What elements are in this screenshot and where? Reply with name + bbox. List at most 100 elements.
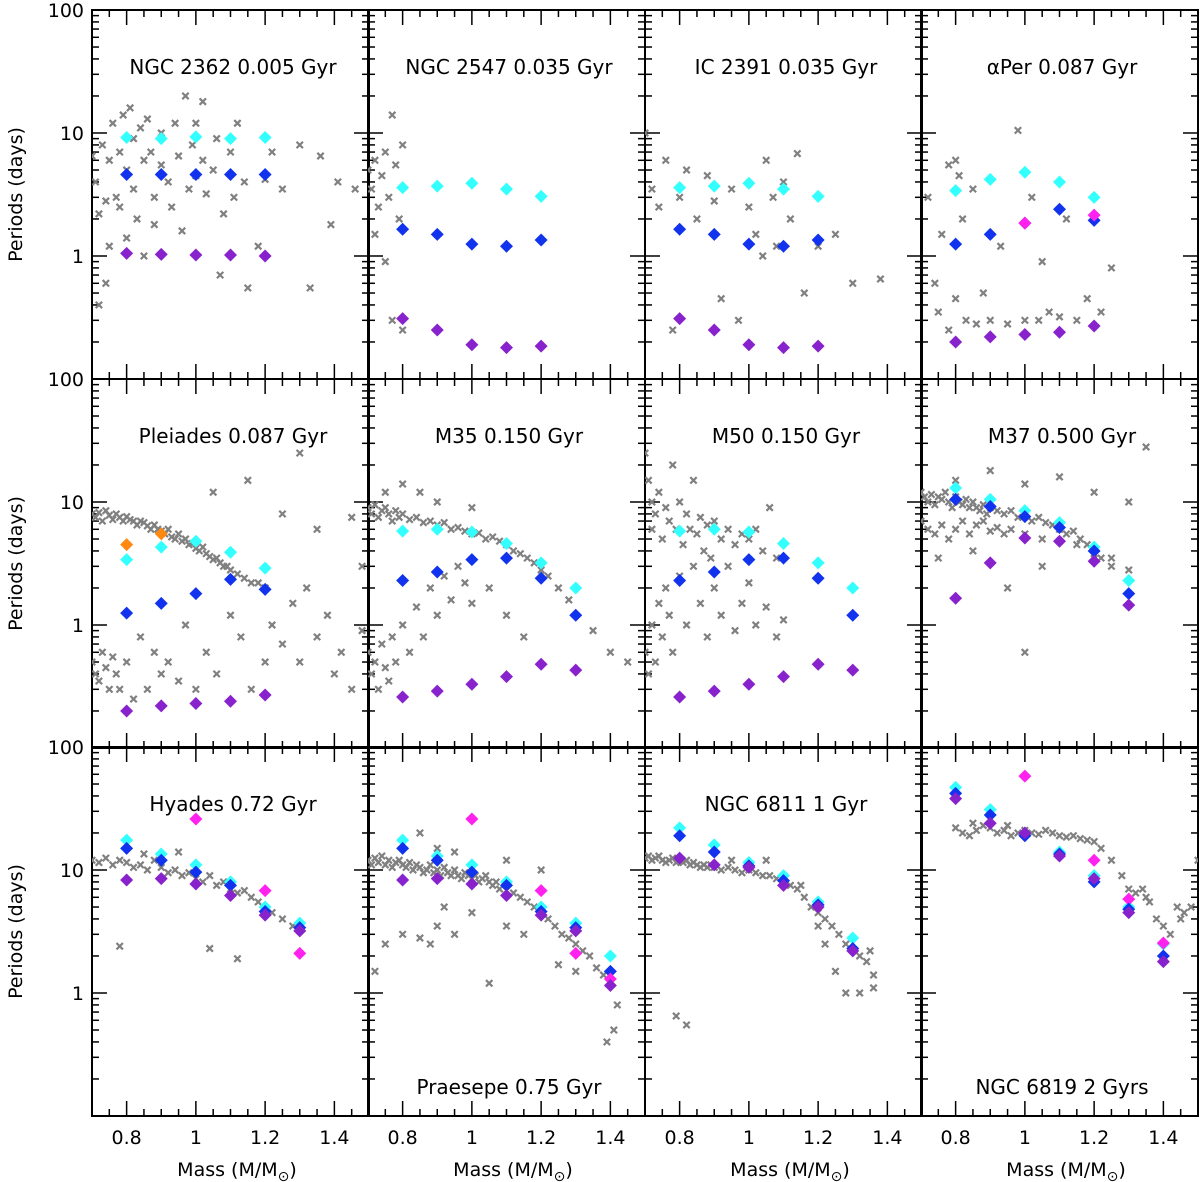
observed-star-point: [537, 566, 546, 574]
model-point-blue: [154, 596, 168, 610]
model-point-cyan: [534, 189, 548, 203]
observed-star-point: [930, 279, 939, 288]
observed-star-point: [1038, 562, 1047, 571]
observed-star-point: [115, 856, 124, 865]
model-point-purple: [465, 338, 479, 352]
panel-1: 1 10 100 Periods (days) NGC 2362 0.005 Gyr: [5, 0, 370, 380]
observed-star-point: [450, 866, 459, 874]
observed-star-point: [368, 669, 376, 678]
observed-star-point: [651, 658, 660, 667]
observed-star-point: [261, 658, 270, 667]
model-point-purple: [154, 699, 168, 713]
observed-star-point: [689, 476, 698, 485]
observed-star-point: [268, 148, 277, 157]
observed-star-point: [92, 152, 96, 160]
observed-star-point: [101, 663, 110, 672]
model-point-purple: [949, 792, 963, 806]
panel-marks: [645, 821, 878, 1029]
observed-star-point: [972, 320, 981, 328]
x-axis-label: Mass (M/M⊙): [177, 1159, 297, 1182]
observed-star-point: [710, 197, 719, 205]
observed-star-point: [519, 632, 528, 641]
observed-star-point: [440, 518, 449, 527]
observed-star-point: [302, 583, 311, 592]
observed-star-point: [523, 554, 532, 563]
model-point-cyan: [673, 181, 687, 195]
observed-star-point: [1041, 518, 1050, 527]
model-point-blue: [500, 239, 513, 253]
observed-star-point: [415, 934, 424, 942]
observed-star-point: [1180, 908, 1189, 917]
observed-star-point: [800, 289, 809, 298]
observed-star-point: [796, 881, 805, 890]
observed-star-point: [419, 518, 428, 527]
observed-star-point: [454, 523, 463, 532]
observed-star-point: [962, 495, 970, 504]
observed-star-point: [554, 960, 563, 969]
observed-star-point: [1187, 903, 1196, 912]
observed-star-point: [758, 871, 767, 880]
observed-star-point: [821, 914, 830, 923]
observed-star-point: [92, 658, 96, 667]
model-point-blue: [224, 878, 237, 892]
observed-star-point: [98, 517, 107, 526]
observed-star-point: [368, 860, 376, 869]
model-point-magenta: [1087, 853, 1101, 867]
model-point-purple: [707, 323, 721, 337]
model-point-magenta: [603, 972, 617, 986]
model-point-purple: [396, 873, 410, 887]
observed-star-point: [433, 866, 442, 874]
observed-star-point: [968, 185, 977, 194]
observed-star-point: [651, 509, 660, 518]
model-point-purple: [1122, 906, 1136, 920]
observed-star-point: [450, 930, 459, 939]
observed-star-point: [645, 449, 649, 458]
model-point-blue: [983, 499, 997, 513]
observed-star-point: [288, 599, 297, 608]
observed-star-point: [668, 648, 677, 657]
observed-star-point: [209, 488, 218, 497]
observed-star-point: [831, 230, 840, 239]
observed-star-point: [958, 517, 967, 526]
observed-star-point: [171, 535, 180, 544]
model-point-purple: [465, 677, 479, 691]
panel-title: NGC 2362 0.005 Gyr: [129, 55, 337, 79]
model-point-blue: [430, 853, 444, 867]
model-point-cyan: [983, 492, 997, 506]
observed-star-point: [692, 529, 701, 538]
observed-star-point: [717, 866, 726, 874]
observed-star-point: [368, 185, 376, 194]
model-point-purple: [120, 873, 134, 887]
observed-star-point: [136, 123, 145, 132]
observed-star-point: [934, 554, 943, 563]
observed-star-point: [405, 648, 414, 657]
model-point-purple: [430, 684, 444, 698]
observed-star-point: [1124, 566, 1133, 574]
observed-star-point: [696, 599, 705, 608]
observed-star-point: [982, 509, 991, 518]
observed-star-point: [1107, 562, 1116, 571]
observed-star-point: [381, 148, 390, 157]
observed-star-point: [226, 611, 235, 620]
observed-star-point: [855, 951, 864, 960]
model-point-blue: [1018, 510, 1032, 524]
observed-star-point: [150, 648, 159, 657]
y-tick-label: 10: [60, 492, 84, 514]
observed-star-point: [164, 177, 173, 186]
observed-star-point: [333, 177, 342, 186]
y-tick-label: 10: [60, 123, 84, 145]
model-point-purple: [224, 248, 237, 262]
observed-star-point: [122, 858, 131, 867]
model-point-purple: [1087, 872, 1101, 886]
observed-star-point: [654, 203, 663, 212]
model-point-purple: [534, 908, 548, 922]
observed-star-point: [972, 826, 981, 835]
observed-star-point: [233, 954, 242, 963]
model-point-magenta: [293, 946, 307, 960]
observed-star-point: [930, 500, 939, 509]
observed-star-point: [306, 283, 315, 292]
model-point-blue: [500, 551, 513, 565]
observed-star-point: [571, 940, 580, 949]
observed-star-point: [592, 963, 601, 972]
